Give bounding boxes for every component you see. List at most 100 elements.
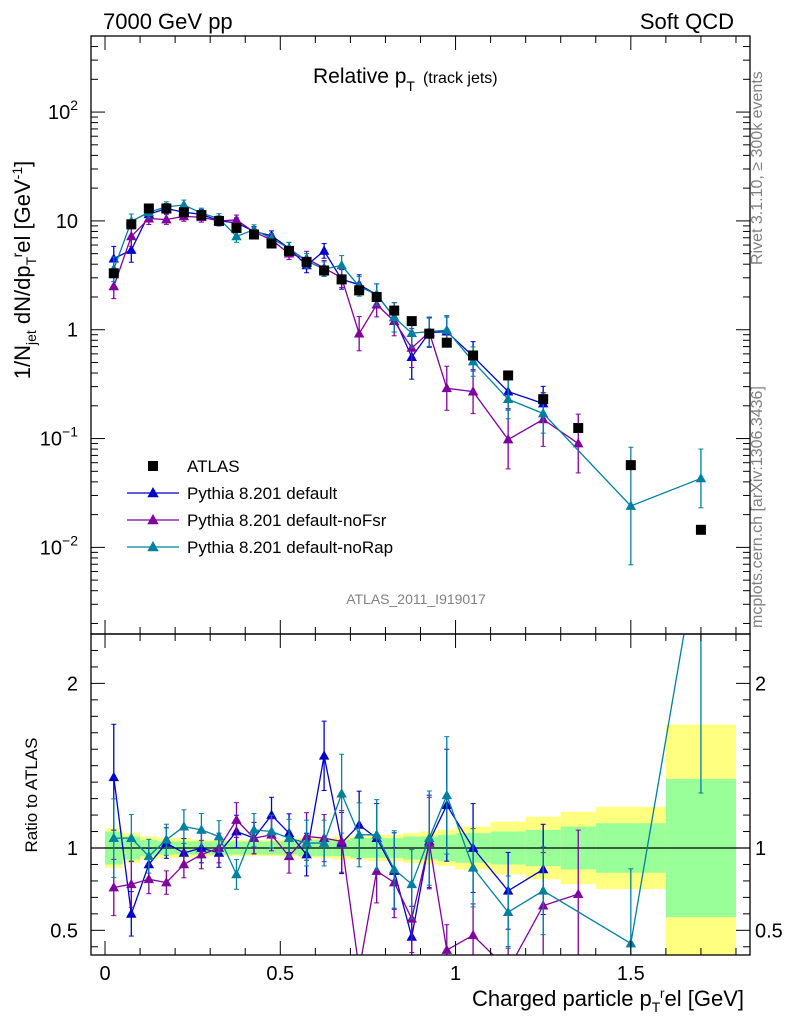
main-panel: 10−2 10−1 1 10 102 Relative pT (track jets) A… [40, 35, 751, 635]
data-point [284, 245, 295, 256]
ratio-point [503, 964, 513, 973]
ratio-point [161, 877, 172, 887]
ratio-point [266, 826, 277, 836]
series-line [113, 207, 544, 405]
ratio-point [336, 788, 347, 798]
data-point [231, 223, 242, 234]
ratio-point [441, 944, 453, 954]
data-point [441, 324, 453, 335]
data-point [468, 350, 479, 361]
data-point [573, 438, 584, 448]
data-point [248, 229, 259, 240]
legend-marker [147, 541, 159, 552]
data-point [371, 291, 382, 302]
data-point [406, 327, 417, 338]
ratio-series-noRap [108, 634, 704, 955]
data-point [231, 230, 242, 241]
svg-text:Charged particle pTrel [GeV]: Charged particle pTrel [GeV] [472, 985, 744, 1015]
data-point [441, 382, 453, 393]
x-tick-label: 0 [99, 963, 110, 985]
x-tick-label: 1 [450, 963, 461, 985]
ratio-y-axis-label: Ratio to ATLAS [22, 738, 41, 853]
ratio-point [266, 809, 277, 819]
data-point [424, 328, 435, 339]
header: 7000 GeV pp Soft QCD [103, 9, 734, 34]
plot-title: Relative pT (track jets) [313, 65, 498, 94]
data-point [213, 215, 224, 226]
ratio-point [108, 832, 120, 842]
ratio-point [406, 878, 417, 889]
ratio-tick-label-right: 2 [755, 673, 766, 695]
data-point [108, 280, 120, 291]
ratio-point [467, 929, 479, 940]
data-point [196, 210, 207, 221]
y-tick-label: 10−2 [40, 532, 78, 559]
title-main: Relative p [313, 65, 406, 88]
data-point [537, 407, 549, 418]
data-point [161, 214, 172, 224]
ratio-point [318, 837, 330, 847]
data-point [467, 386, 479, 396]
x-tick-label: 1.5 [617, 963, 645, 985]
legend-item-noFsr: Pythia 8.201 default-noFsr [127, 511, 387, 530]
ratio-point [283, 832, 295, 842]
ratio-tick-label: 1 [67, 838, 78, 860]
ratio-point [161, 834, 172, 844]
legend-label: ATLAS [187, 457, 240, 476]
data-point [538, 394, 549, 405]
ratio-point [318, 750, 330, 760]
y-tick-label: 10−1 [40, 424, 78, 451]
data-point [266, 238, 277, 249]
ratio-axes: 0 0.5 1 1.5 0.5 0.5 1 1 2 2 [50, 634, 783, 985]
ratio-point [178, 858, 190, 869]
data-point [503, 370, 514, 381]
ratio-point [537, 885, 549, 895]
x-axis-label: Charged particle pTrel [GeV] [472, 985, 744, 1015]
data-point [126, 230, 137, 241]
data-point [502, 393, 514, 404]
ratio-point [248, 824, 260, 834]
side-texts: Rivet 3.1.10, ≥ 300k events mcplots.cern… [749, 71, 766, 628]
analysis-id: ATLAS_2011_I919017 [346, 591, 486, 607]
legend-label: Pythia 8.201 default [187, 484, 338, 503]
legend-marker [147, 487, 159, 498]
header-left: 7000 GeV pp [103, 9, 233, 34]
y-tick-label: 10 [56, 211, 78, 233]
series-default [108, 202, 549, 422]
legend: ATLAS Pythia 8.201 default Pythia 8.201 de… [127, 457, 393, 557]
legend-item-default: Pythia 8.201 default [127, 484, 338, 503]
legend-marker [148, 461, 158, 471]
data-point [143, 203, 154, 214]
data-point [695, 472, 707, 483]
data-point [336, 274, 347, 285]
ratio-point [502, 906, 514, 917]
main-data-layer [108, 199, 707, 566]
data-point [695, 524, 706, 535]
ratio-point [126, 878, 137, 889]
data-point [126, 219, 137, 230]
header-right: Soft QCD [640, 9, 734, 34]
mcplots-label: mcplots.cern.ch [arXiv:1306.3436] [749, 386, 766, 628]
ratio-point [143, 873, 155, 884]
ratio-point [126, 832, 137, 842]
ratio-point [213, 830, 225, 841]
ratio-point [196, 849, 207, 859]
legend-label: Pythia 8.201 default-noFsr [187, 511, 387, 530]
main-y-axis-label: 1/Njet dN/dpTrel [GeV-1] [9, 161, 39, 380]
data-point [389, 305, 400, 316]
data-point [108, 268, 119, 279]
ratio-point [231, 868, 242, 879]
legend-item-noRap: Pythia 8.201 default-noRap [127, 538, 393, 557]
ratio-point [441, 789, 453, 800]
series-atlas [108, 203, 706, 535]
data-point [161, 203, 172, 214]
data-point [178, 207, 189, 218]
ratio-point [573, 888, 584, 898]
ratio-tick-label: 0.5 [50, 920, 78, 942]
ratio-point [231, 814, 242, 824]
data-point [573, 423, 584, 434]
ratio-frame [90, 633, 751, 956]
ratio-point [424, 832, 435, 842]
data-point [467, 356, 479, 366]
